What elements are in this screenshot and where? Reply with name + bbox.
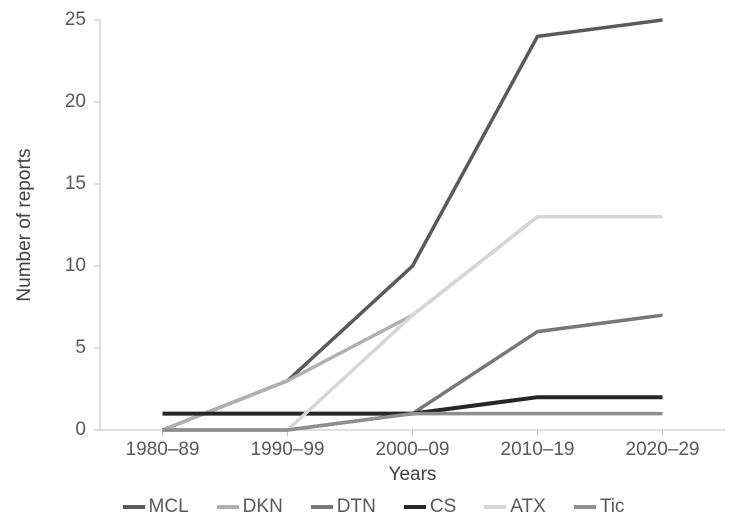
chart-svg: 0 5 10 15 20 25 1980–89 1990–99 2000–09 2010–19 20…: [0, 0, 747, 527]
legend-item-mcl: MCL: [123, 496, 189, 518]
y-tick-label: 0: [75, 419, 86, 440]
y-tick-label: 5: [75, 337, 86, 358]
legend-dash-icon: [404, 505, 426, 509]
x-tick-label: 1980–89: [126, 439, 200, 460]
legend-label: DKN: [243, 496, 283, 518]
x-tick-label: 1990–99: [251, 439, 325, 460]
y-tick-label: 20: [65, 91, 86, 112]
legend-dash-icon: [311, 505, 333, 509]
legend-item-cs: CS: [404, 496, 456, 518]
x-tick-label: 2010–19: [501, 439, 575, 460]
legend-dash-icon: [217, 505, 239, 509]
y-tick-label: 15: [65, 173, 86, 194]
y-tick-label: 10: [65, 255, 86, 276]
x-tick-label: 2020–29: [626, 439, 700, 460]
legend-dash-icon: [123, 505, 145, 509]
x-tick-label: 2000–09: [376, 439, 450, 460]
x-axis-label: Years: [389, 464, 437, 485]
legend-item-atx: ATX: [484, 496, 546, 518]
y-axis-label: Number of reports: [14, 148, 35, 301]
legend-label: CS: [430, 496, 456, 518]
legend-label: ATX: [510, 496, 546, 518]
legend-label: MCL: [149, 496, 189, 518]
legend-item-dtn: DTN: [311, 496, 376, 518]
line-chart: 0 5 10 15 20 25 1980–89 1990–99 2000–09 2010–19 20…: [0, 0, 747, 527]
legend-label: DTN: [337, 496, 376, 518]
legend-label: Tic: [600, 496, 625, 518]
legend-item-tic: Tic: [574, 496, 625, 518]
legend: MCL DKN DTN CS ATX Tic: [0, 496, 747, 518]
legend-dash-icon: [484, 505, 506, 509]
y-tick-label: 25: [65, 9, 86, 30]
legend-item-dkn: DKN: [217, 496, 283, 518]
legend-dash-icon: [574, 505, 596, 509]
